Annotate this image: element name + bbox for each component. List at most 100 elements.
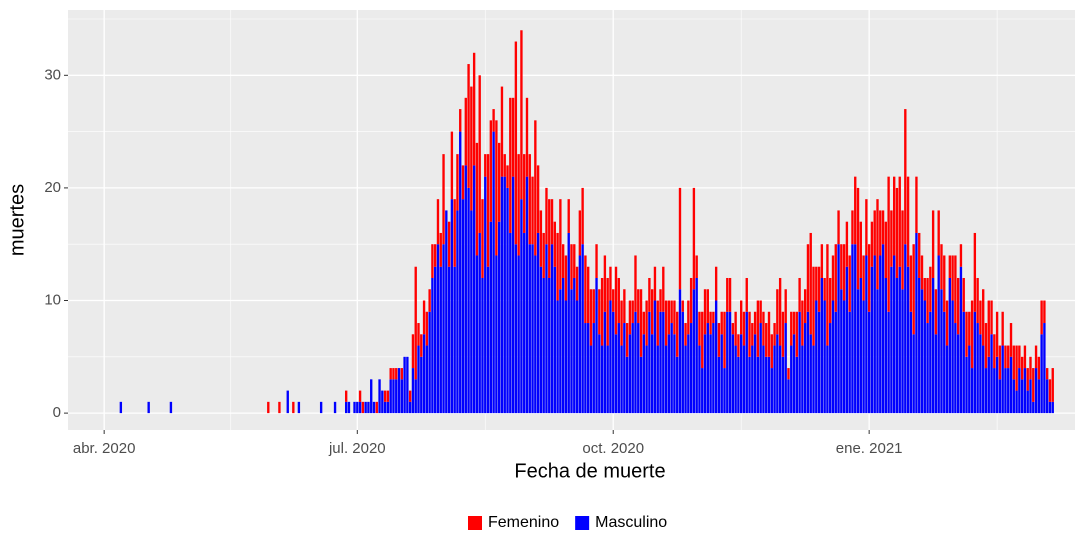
bar: [631, 300, 634, 324]
bar: [943, 311, 946, 414]
bar: [514, 244, 518, 414]
bar: [979, 300, 982, 335]
bar: [915, 232, 918, 414]
bar: [909, 255, 913, 312]
bar: [589, 345, 593, 414]
bar: [995, 311, 999, 357]
bar: [787, 368, 790, 380]
bar: [987, 300, 990, 357]
bar: [801, 345, 804, 414]
bar: [662, 266, 665, 312]
bar: [525, 97, 529, 177]
bar: [723, 368, 726, 414]
bar: [854, 244, 857, 414]
bar: [706, 289, 709, 324]
bar: [714, 300, 718, 414]
bar: [865, 199, 868, 256]
bar: [918, 277, 921, 414]
bar: [470, 86, 473, 211]
bar: [147, 401, 150, 414]
bar: [895, 187, 899, 278]
bar: [870, 221, 874, 267]
bar: [995, 356, 999, 414]
bar: [918, 232, 921, 278]
bar: [1043, 300, 1046, 324]
bar: [756, 300, 760, 357]
bar: [698, 345, 701, 414]
bar: [765, 356, 768, 414]
bar: [670, 323, 673, 414]
bar: [734, 345, 737, 414]
bar: [1018, 368, 1021, 414]
bar: [481, 277, 484, 414]
bar: [639, 356, 643, 414]
bar: [478, 232, 481, 414]
bar: [464, 97, 467, 166]
y-tick-label: 30: [44, 66, 61, 83]
bar: [934, 289, 938, 335]
bar: [637, 289, 640, 324]
bar: [859, 221, 862, 278]
bar: [834, 244, 837, 312]
bar: [358, 401, 362, 414]
bar: [748, 311, 751, 357]
bar: [561, 244, 565, 278]
bar: [795, 311, 799, 357]
bar: [383, 390, 387, 402]
bar: [525, 176, 529, 414]
bar: [770, 368, 773, 414]
bar: [548, 277, 551, 414]
bar: [1001, 345, 1004, 414]
bar: [1043, 323, 1046, 414]
bar: [492, 109, 495, 132]
bar: [267, 401, 270, 414]
bar: [573, 277, 576, 414]
bar: [678, 187, 682, 290]
bar: [1032, 368, 1035, 402]
bar: [587, 323, 590, 414]
bar: [734, 311, 737, 346]
bar: [475, 255, 479, 414]
bar: [698, 311, 701, 346]
bar: [356, 401, 359, 414]
bar: [781, 311, 785, 357]
bar: [531, 176, 534, 245]
bar: [867, 244, 871, 312]
x-tick-label: jul. 2020: [328, 440, 386, 457]
bar: [286, 390, 289, 414]
bar: [837, 244, 840, 414]
bar: [628, 334, 632, 414]
bar: [770, 334, 773, 369]
x-axis-label: Fecha de muerte: [514, 460, 665, 482]
bar: [973, 232, 977, 312]
bar: [945, 300, 949, 346]
bar: [678, 289, 682, 414]
bar: [906, 266, 910, 414]
bar: [367, 401, 370, 414]
bar: [456, 154, 459, 211]
bar: [712, 323, 715, 414]
bar: [425, 345, 429, 414]
bar: [984, 323, 988, 369]
bar: [887, 311, 890, 414]
bar: [1012, 379, 1015, 414]
bar: [817, 266, 821, 312]
bar: [581, 244, 584, 414]
bar: [467, 187, 470, 414]
bar: [1026, 390, 1029, 414]
bar: [445, 210, 448, 414]
bar: [751, 345, 754, 414]
bar: [920, 289, 924, 414]
bar: [982, 289, 985, 346]
bar: [701, 368, 704, 414]
bar: [422, 300, 426, 335]
bar: [520, 199, 523, 414]
bar: [929, 266, 932, 312]
bar: [809, 334, 812, 414]
bar: [406, 356, 409, 414]
bar: [803, 289, 807, 324]
bar: [623, 323, 626, 414]
bar: [653, 266, 657, 301]
bar: [937, 255, 940, 414]
bar: [609, 300, 612, 414]
